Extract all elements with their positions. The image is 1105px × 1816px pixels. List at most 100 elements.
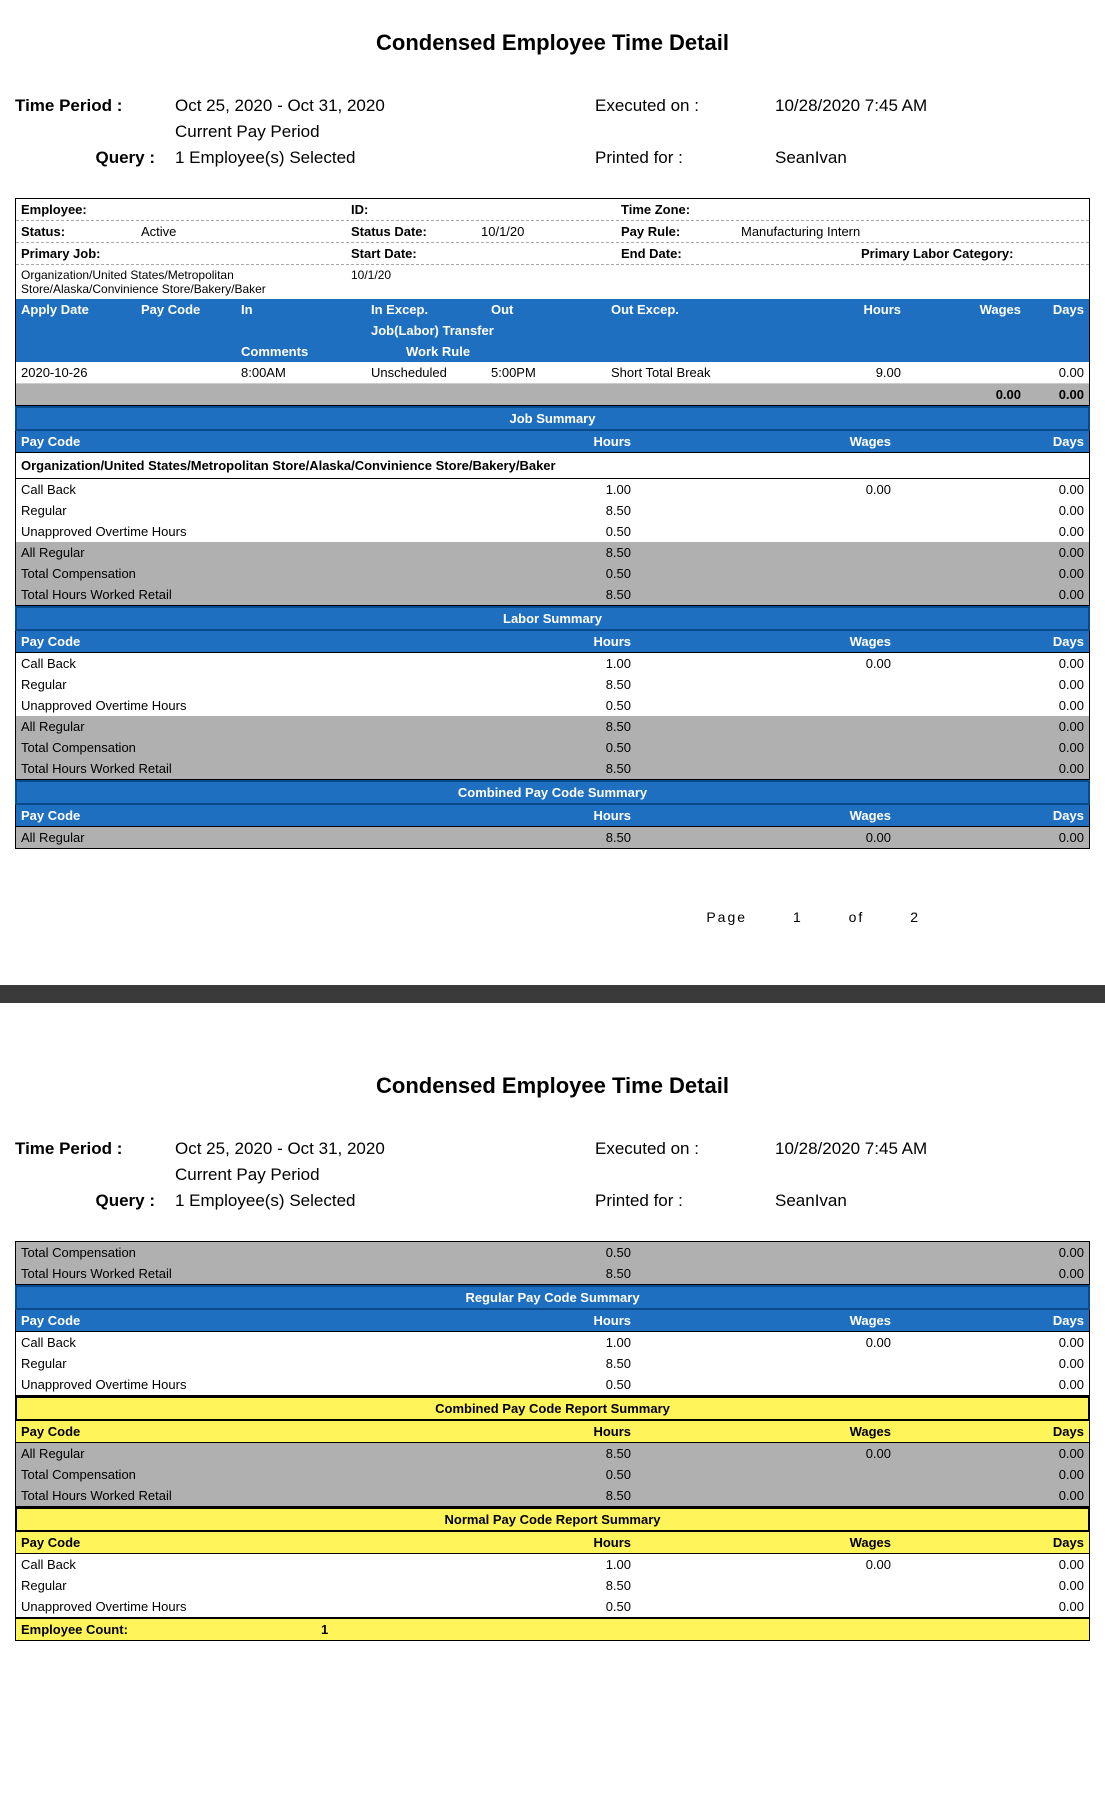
time-period-value: Oct 25, 2020 - Oct 31, 2020 — [175, 96, 595, 116]
sum-days: 0.00 — [896, 827, 1089, 848]
sum-hours: 0.50 — [436, 1374, 636, 1395]
start-date-label: Start Date: — [346, 243, 476, 264]
report-title: Condensed Employee Time Detail — [15, 30, 1090, 56]
id-value — [476, 199, 616, 220]
combined-summary-body: All Regular8.500.000.00 — [15, 827, 1090, 849]
sum-paycode: Total Compensation — [16, 1242, 436, 1263]
tz-label: Time Zone: — [616, 199, 736, 220]
sum-wages — [636, 758, 896, 779]
labor-summary-title: Labor Summary — [15, 606, 1090, 631]
sum-paycode: Total Hours Worked Retail — [16, 1485, 436, 1506]
normal-report-title: Normal Pay Code Report Summary — [15, 1507, 1090, 1532]
pay-rule-label: Pay Rule: — [616, 221, 736, 242]
col-job-transfer: Job(Labor) Transfer — [366, 320, 1089, 341]
sum-paycode: Unapproved Overtime Hours — [16, 695, 436, 716]
sum-days: 0.00 — [896, 716, 1089, 737]
sum-wages — [636, 737, 896, 758]
sum-wages: 0.00 — [636, 479, 896, 500]
start-date-value: 10/1/20 — [346, 265, 476, 299]
employee-info-box: Employee: ID: Time Zone: Status: Active … — [15, 198, 1090, 406]
cell-days: 0.00 — [1026, 362, 1089, 383]
sum-wages — [636, 1464, 896, 1485]
sum-hours: 8.50 — [436, 674, 636, 695]
normal-report-header: Pay Code Hours Wages Days — [15, 1532, 1090, 1554]
sum-paycode: All Regular — [16, 827, 436, 848]
sum-days: 0.00 — [896, 695, 1089, 716]
summary-row: All Regular8.500.00 — [16, 542, 1089, 563]
cell-out-exc: Short Total Break — [606, 362, 786, 383]
sum-hours: 1.00 — [436, 479, 636, 500]
sum-days: 0.00 — [896, 1263, 1089, 1284]
sum-days: 0.00 — [896, 1485, 1089, 1506]
summary-row: Unapproved Overtime Hours0.500.00 — [16, 1374, 1089, 1395]
detail-subheader-2: Comments Work Rule — [16, 341, 1089, 362]
combined-summary-title: Combined Pay Code Summary — [15, 780, 1090, 805]
sum-hours: 8.50 — [436, 1575, 636, 1596]
detail-column-header: Apply Date Pay Code In In Excep. Out Out… — [16, 299, 1089, 320]
sum-wages: 0.00 — [636, 653, 896, 674]
summary-row: Total Hours Worked Retail8.50 0.00 — [16, 1263, 1089, 1284]
sum-days: 0.00 — [896, 653, 1089, 674]
sum-hours: 1.00 — [436, 1554, 636, 1575]
sum-col-paycode: Pay Code — [16, 431, 436, 452]
sum-hours: 8.50 — [436, 1263, 636, 1284]
sum-paycode: Unapproved Overtime Hours — [16, 1596, 436, 1617]
employee-count-value: 1 — [316, 1619, 1089, 1640]
summary-row: Regular8.500.00 — [16, 1353, 1089, 1374]
sum-wages — [636, 695, 896, 716]
page-label: Page — [706, 909, 747, 925]
employee-count-row: Employee Count: 1 — [15, 1618, 1090, 1641]
sum-days: 0.00 — [896, 1443, 1089, 1464]
sum-hours: 0.50 — [436, 563, 636, 584]
summary-row: All Regular8.500.00 — [16, 716, 1089, 737]
sum-wages: 0.00 — [636, 1554, 896, 1575]
sum-paycode: Call Back — [16, 653, 436, 674]
sum-paycode: Total Compensation — [16, 563, 436, 584]
employee-label: Employee: — [16, 199, 136, 220]
sum-wages: 0.00 — [636, 827, 896, 848]
sum-paycode: Total Hours Worked Retail — [16, 1263, 436, 1284]
col-hours: Hours — [786, 299, 906, 320]
query-value: 1 Employee(s) Selected — [175, 148, 595, 168]
sum-hours: 8.50 — [436, 500, 636, 521]
summary-row: Total Compensation0.500.00 — [16, 1242, 1089, 1263]
sum-wages: 0.00 — [636, 1443, 896, 1464]
pay-period: Current Pay Period — [175, 122, 595, 142]
col-in: In — [236, 299, 366, 320]
job-summary-header: Pay Code Hours Wages Days — [15, 431, 1090, 453]
normal-report-body: Call Back1.000.000.00Regular8.500.00Unap… — [15, 1554, 1090, 1618]
sum-paycode: Total Compensation — [16, 1464, 436, 1485]
sum-paycode: Regular — [16, 500, 436, 521]
sum-paycode: Total Hours Worked Retail — [16, 758, 436, 779]
cell-hours: 9.00 — [786, 362, 906, 383]
sum-paycode: Unapproved Overtime Hours — [16, 1374, 436, 1395]
sum-wages — [636, 1353, 896, 1374]
time-period-label: Time Period : — [15, 96, 175, 116]
cell-in-exc: Unscheduled — [366, 362, 486, 383]
employee-count-label: Employee Count: — [16, 1619, 316, 1640]
primary-labor-label: Primary Labor Category: — [856, 243, 1089, 264]
col-wages: Wages — [906, 299, 1026, 320]
sum-days: 0.00 — [896, 500, 1089, 521]
col-work-rule: Work Rule — [366, 341, 1089, 362]
pay-rule-value: Manufacturing Intern — [736, 221, 936, 242]
sum-paycode: Total Compensation — [16, 737, 436, 758]
tz-value — [736, 199, 936, 220]
sum-col-hours: Hours — [436, 431, 636, 452]
total-days: 0.00 — [1026, 384, 1089, 405]
sum-wages — [636, 563, 896, 584]
sum-hours: 0.50 — [436, 1464, 636, 1485]
sum-hours: 8.50 — [436, 1443, 636, 1464]
sum-days: 0.00 — [896, 758, 1089, 779]
sum-hours: 8.50 — [436, 584, 636, 605]
sum-days: 0.00 — [896, 1554, 1089, 1575]
sum-wages — [636, 716, 896, 737]
sum-days: 0.00 — [896, 1332, 1089, 1353]
combined-report-title: Combined Pay Code Report Summary — [15, 1396, 1090, 1421]
sum-wages — [636, 1485, 896, 1506]
regular-summary-title: Regular Pay Code Summary — [15, 1285, 1090, 1310]
sum-days: 0.00 — [896, 1353, 1089, 1374]
labor-summary-header: Pay Code Hours Wages Days — [15, 631, 1090, 653]
printed-label: Printed for : — [595, 148, 775, 168]
sum-days: 0.00 — [896, 1596, 1089, 1617]
